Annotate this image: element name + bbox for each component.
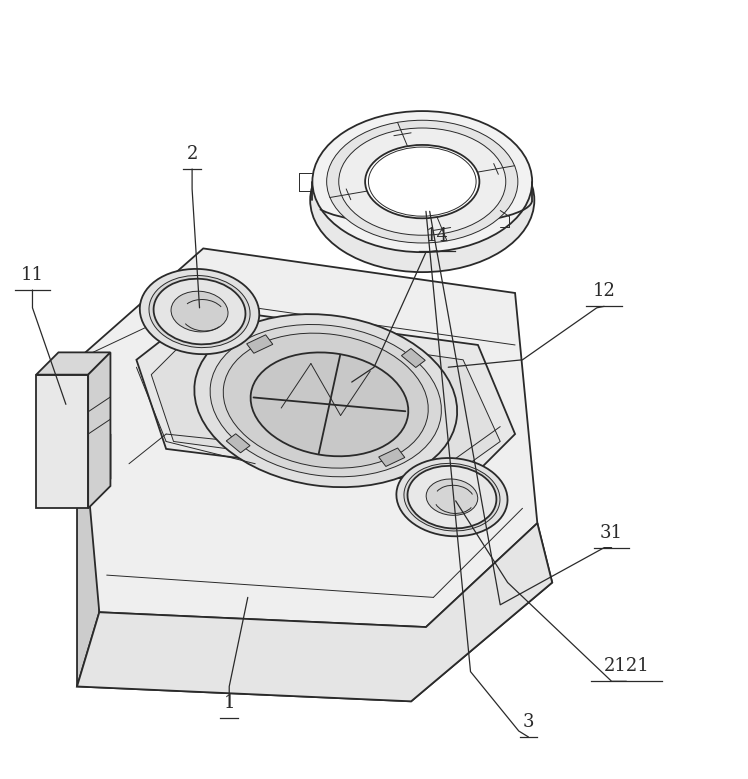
Polygon shape [77,523,552,701]
Polygon shape [88,434,111,493]
Ellipse shape [404,464,500,531]
Text: 11: 11 [21,266,44,284]
Ellipse shape [365,145,479,218]
Polygon shape [88,352,111,508]
Polygon shape [136,308,515,486]
Polygon shape [378,448,405,467]
Ellipse shape [339,128,506,235]
Ellipse shape [327,120,518,243]
Ellipse shape [396,458,508,536]
Polygon shape [226,434,250,453]
Ellipse shape [149,276,250,347]
Ellipse shape [140,269,260,354]
Text: 12: 12 [592,283,616,301]
Polygon shape [36,375,88,508]
Polygon shape [77,345,99,686]
Ellipse shape [313,111,532,252]
Ellipse shape [251,352,408,456]
Ellipse shape [310,129,534,272]
Polygon shape [247,335,273,353]
Text: 2121: 2121 [604,657,649,675]
Ellipse shape [194,314,457,487]
Ellipse shape [210,325,441,477]
Polygon shape [151,323,500,478]
Polygon shape [36,352,111,375]
Text: 3: 3 [523,713,534,731]
Ellipse shape [171,291,228,332]
Ellipse shape [426,479,478,516]
Ellipse shape [223,333,429,468]
Polygon shape [402,348,425,368]
Ellipse shape [408,466,497,528]
Polygon shape [77,523,552,701]
Text: 2: 2 [186,145,197,163]
Text: 31: 31 [600,523,623,541]
Polygon shape [77,249,537,627]
Text: 14: 14 [426,227,449,245]
Ellipse shape [153,279,245,344]
Text: 1: 1 [224,694,235,713]
